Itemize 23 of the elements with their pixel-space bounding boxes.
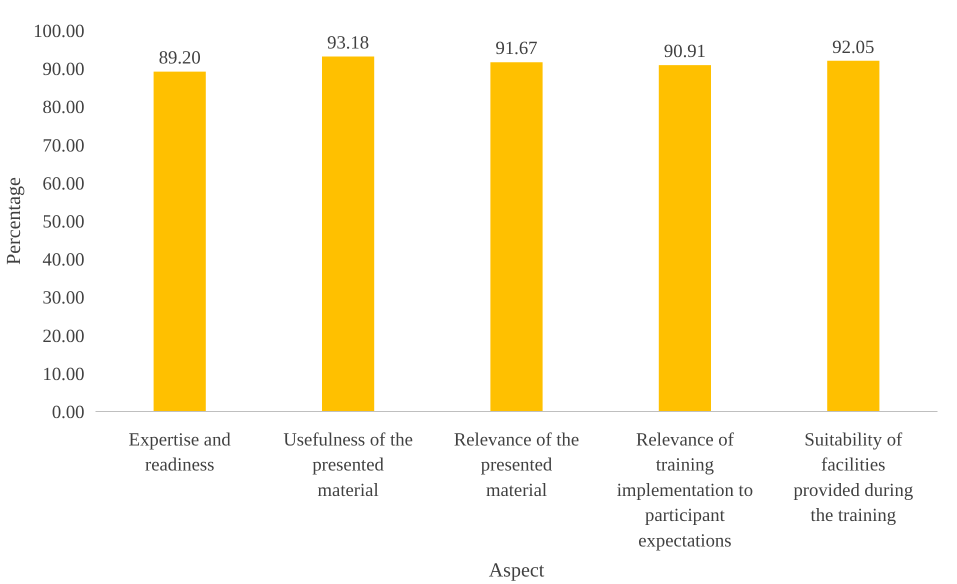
data-label: 91.67 (496, 38, 538, 60)
x-axis-title: Aspect (488, 559, 545, 582)
y-tick-label: 60.00 (42, 173, 85, 194)
x-tick-label: Suitability of facilities provided during the training (793, 430, 914, 526)
y-tick-label: 80.00 (42, 97, 85, 118)
y-tick-label: 90.00 (42, 59, 85, 80)
x-tick-label: Expertise and readiness (128, 430, 232, 476)
data-label: 90.91 (664, 41, 706, 62)
y-tick-label: 50.00 (42, 212, 85, 232)
y-tick-label: 100.00 (33, 21, 85, 42)
y-tick-label: 70.00 (42, 135, 85, 156)
y-axis-title: Percentage (3, 177, 26, 265)
y-tick-label: 30.00 (42, 288, 85, 309)
y-tick-label: 20.00 (42, 326, 85, 347)
data-label: 93.18 (327, 32, 370, 54)
y-tick-label: 40.00 (42, 250, 85, 271)
y-tick-label: 0.00 (52, 402, 85, 423)
x-tick-label: Relevance of the presented material (454, 430, 580, 501)
x-tick-label: Relevance of training implementation to participant expectations (616, 430, 754, 552)
y-tick-label: 10.00 (42, 364, 85, 385)
data-label: 89.20 (158, 48, 201, 69)
data-label: 92.05 (832, 36, 874, 58)
x-tick-label: Usefulness of the presented material (283, 430, 413, 501)
